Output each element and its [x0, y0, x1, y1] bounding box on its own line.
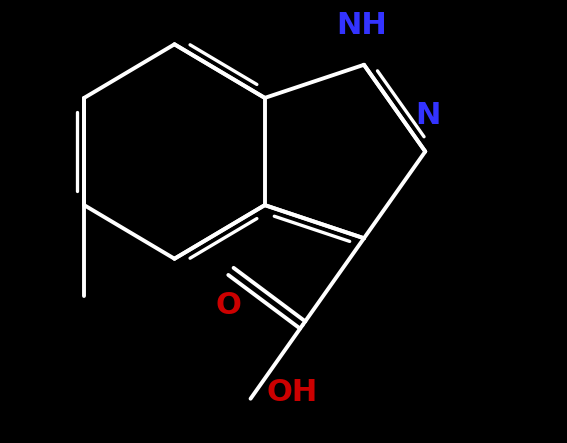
Text: N: N — [415, 101, 440, 130]
Text: OH: OH — [266, 377, 318, 407]
Text: NH: NH — [336, 12, 387, 40]
Text: O: O — [216, 291, 242, 320]
